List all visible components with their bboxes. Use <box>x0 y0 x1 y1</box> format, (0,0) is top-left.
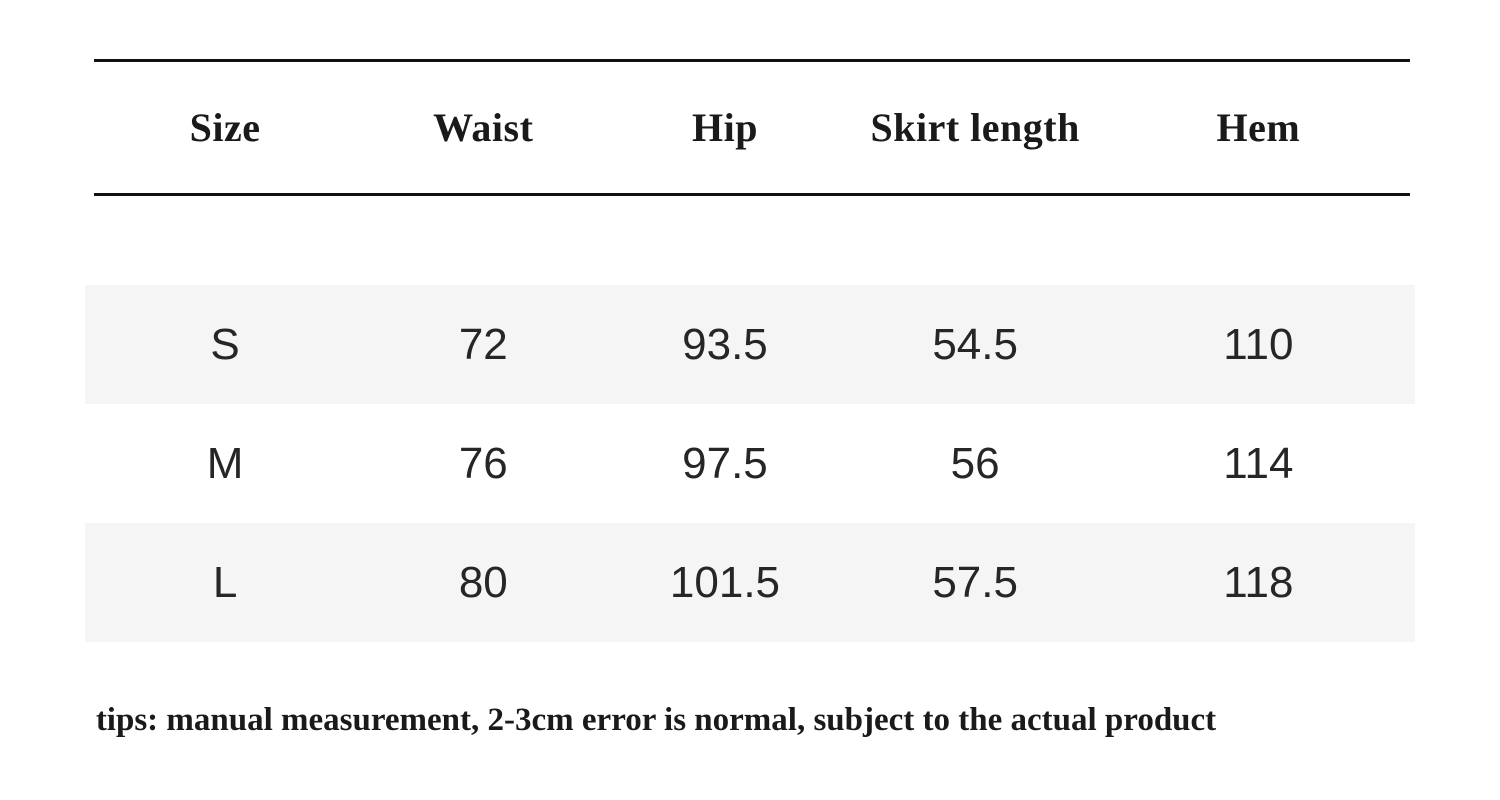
table-row: M 76 97.5 56 114 <box>85 404 1415 523</box>
table-header-row: Size Waist Hip Skirt length Hem <box>85 62 1415 193</box>
table-cell: 118 <box>1223 557 1294 607</box>
tips-note: tips: manual measurement, 2-3cm error is… <box>95 702 1217 738</box>
table-cell: S <box>210 319 240 369</box>
table-cell: 76 <box>458 438 508 488</box>
table-cell: 56 <box>950 438 1000 488</box>
table-body: S 72 93.5 54.5 110 M 76 97.5 56 114 L 80 101.5 57.5 11… <box>0 285 1500 642</box>
column-header-waist: Waist <box>433 105 534 150</box>
header-top-rule <box>94 59 1410 62</box>
table-cell: 93.5 <box>682 319 768 369</box>
table-cell: M <box>206 438 244 488</box>
table-cell: 72 <box>458 319 508 369</box>
table-cell: 80 <box>458 557 508 607</box>
table-cell: 54.5 <box>932 319 1018 369</box>
table-cell: 97.5 <box>682 438 768 488</box>
table-cell: L <box>212 557 238 607</box>
header-bottom-rule <box>94 193 1410 196</box>
table-cell: 114 <box>1223 438 1294 488</box>
column-header-skirt-length: Skirt length <box>870 105 1080 150</box>
column-header-hip: Hip <box>691 105 758 150</box>
column-header-hem: Hem <box>1216 105 1301 150</box>
table-row: S 72 93.5 54.5 110 <box>85 285 1415 404</box>
table-cell: 101.5 <box>669 557 781 607</box>
table-row: L 80 101.5 57.5 118 <box>85 523 1415 642</box>
table-cell: 57.5 <box>932 557 1018 607</box>
column-header-size: Size <box>189 105 261 150</box>
table-cell: 110 <box>1223 319 1294 369</box>
